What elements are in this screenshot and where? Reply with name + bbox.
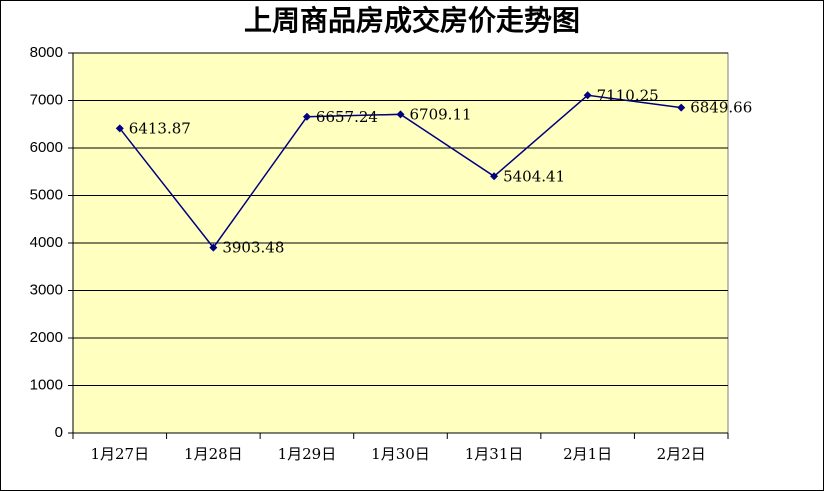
y-tick-label: 5000 [30,186,63,203]
data-label: 6709.11 [410,105,472,123]
x-tick-label: 1月28日 [184,445,243,463]
chart-title: 上周商品房成交房价走势图 [244,4,580,37]
point-marker [396,110,405,119]
data-label: 5404.41 [503,167,565,185]
y-tick-label: 6000 [30,139,63,156]
x-tick-label: 2月2日 [657,445,706,463]
y-tick-label: 8000 [30,44,63,61]
y-tick-label: 7000 [30,91,63,108]
point-marker [677,103,686,112]
point-marker [209,243,218,252]
point-marker [490,172,499,181]
x-tick-label: 2月1日 [563,445,612,463]
x-tick-label: 1月29日 [278,445,337,463]
y-tick-label: 2000 [30,329,63,346]
data-label: 6849.66 [690,99,752,117]
x-tick-label: 1月30日 [371,445,430,463]
point-marker [302,112,311,121]
data-label: 6657.24 [316,108,378,126]
y-tick-label: 1000 [30,376,63,393]
y-tick-label: 0 [55,424,63,441]
x-tick-label: 1月31日 [465,445,524,463]
y-tick-label: 4000 [30,234,63,251]
point-marker [115,124,124,133]
point-marker [583,91,592,100]
x-tick-label: 1月27日 [90,445,149,463]
data-label: 6413.87 [129,119,191,137]
data-label: 7110.25 [597,86,659,104]
y-tick-label: 3000 [30,281,63,298]
data-label: 3903.48 [222,239,284,257]
